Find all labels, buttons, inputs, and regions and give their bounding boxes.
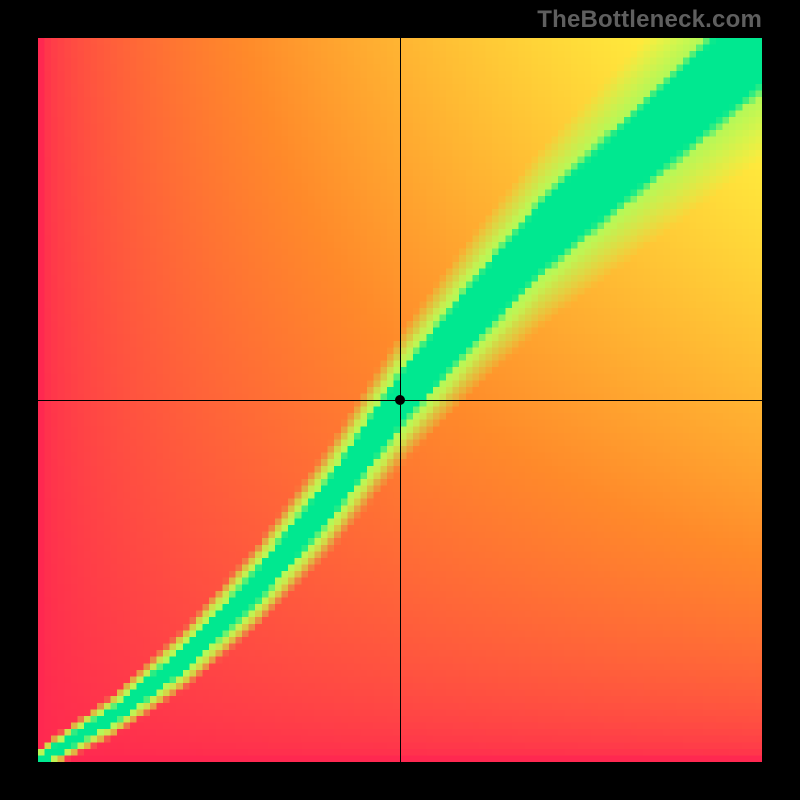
crosshair-center-dot (395, 395, 405, 405)
chart-container: TheBottleneck.com (0, 0, 800, 800)
watermark-text: TheBottleneck.com (537, 6, 762, 34)
